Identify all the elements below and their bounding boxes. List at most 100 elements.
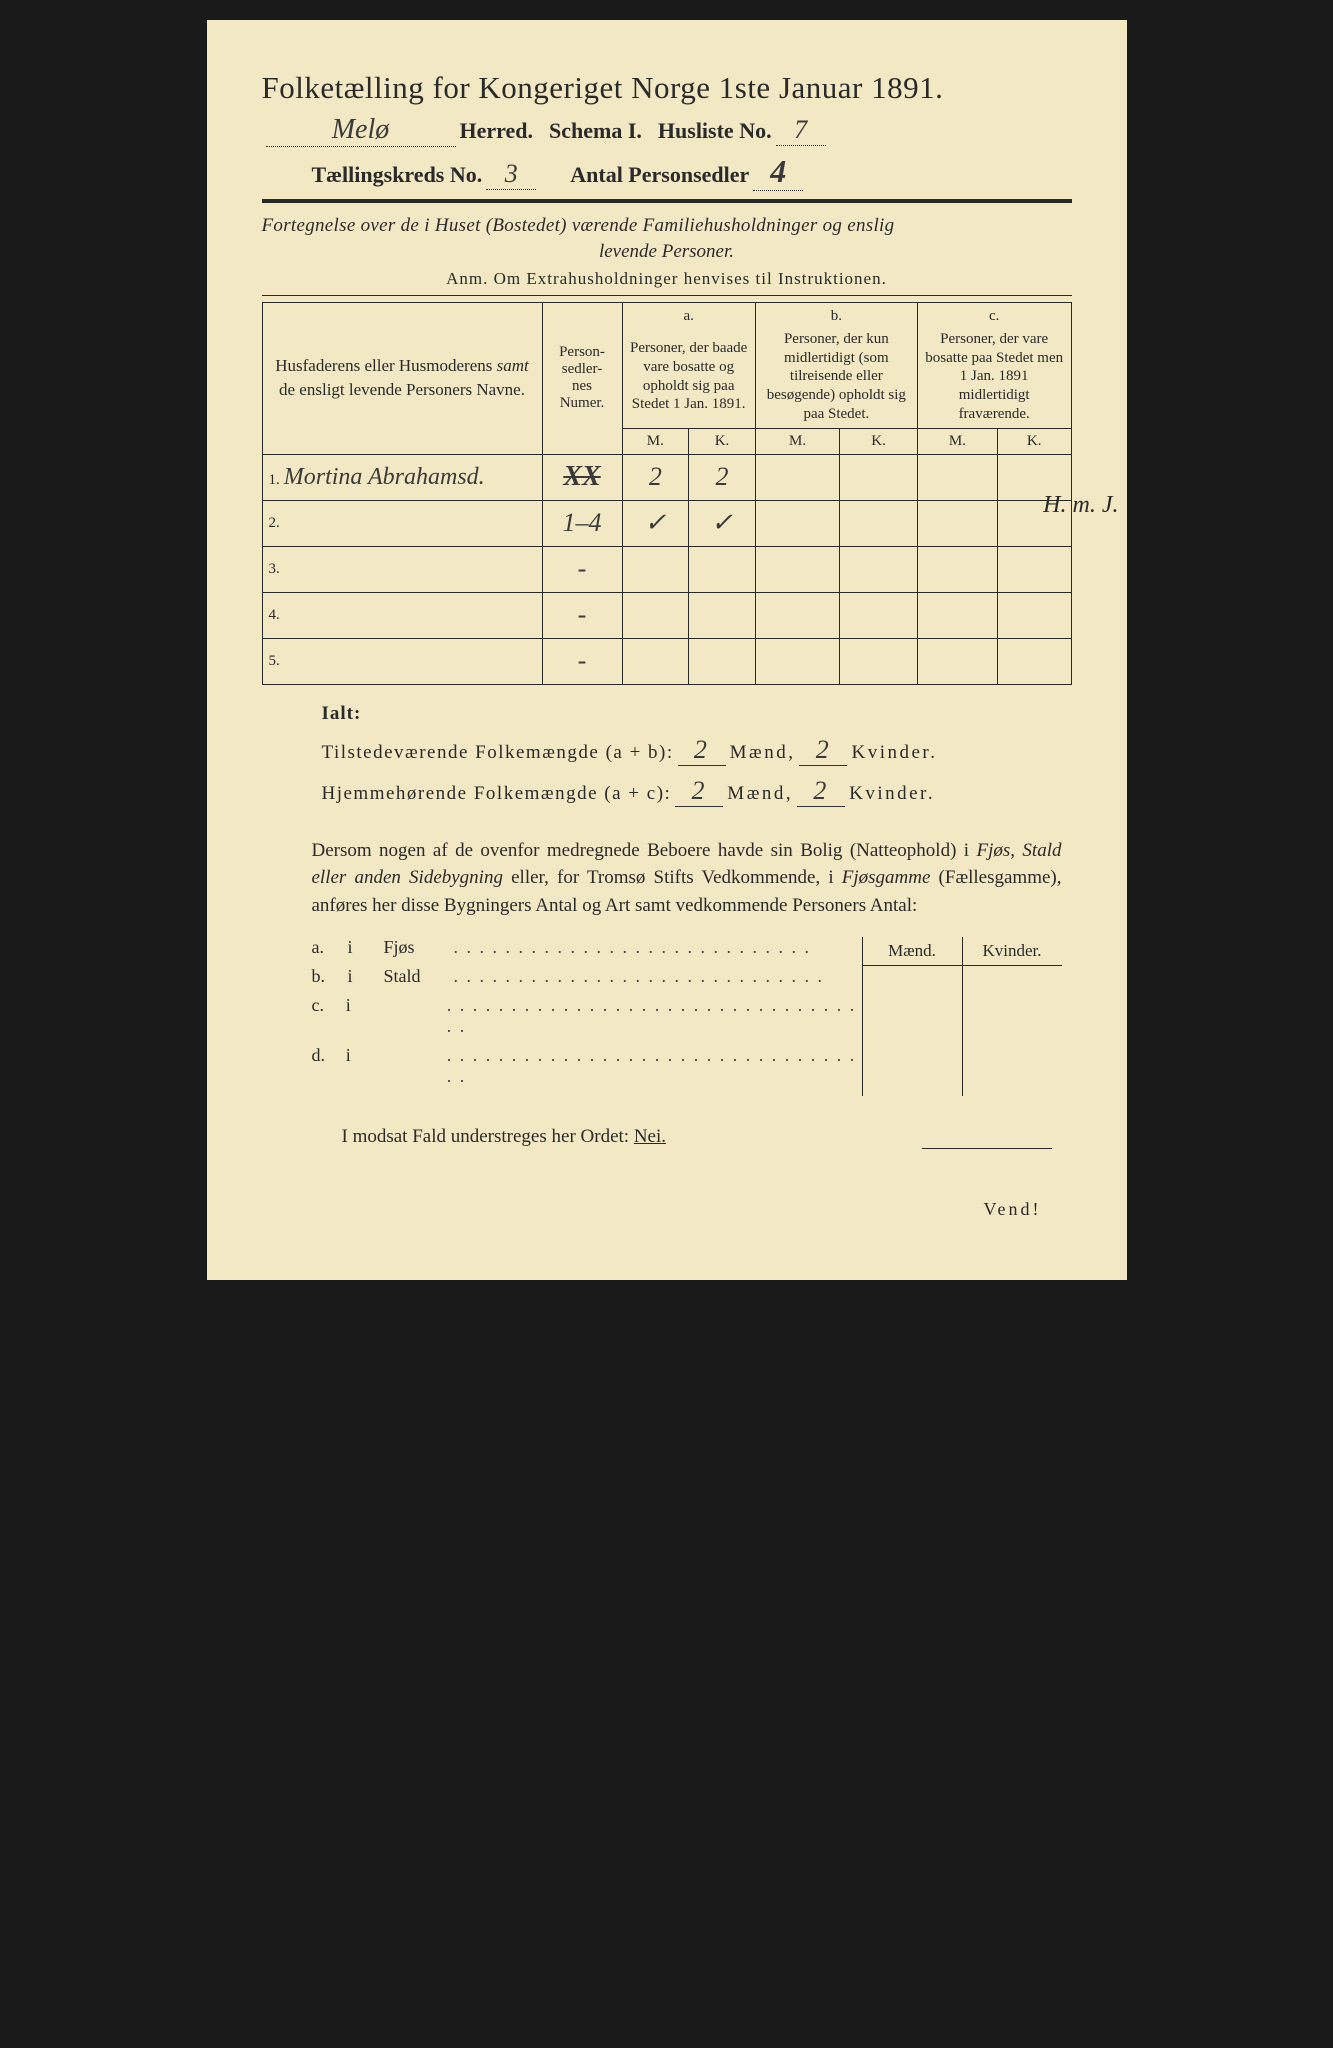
sum1-kvinder: Kvinder. [851, 742, 937, 764]
col-a-text: Personer, der baade vare bosatte og opho… [622, 326, 755, 428]
row-personsedler: - [542, 638, 622, 684]
row-c-m [917, 546, 997, 592]
sum1-maend: Mænd, [730, 742, 796, 764]
row-b-k [840, 592, 918, 638]
table-row: 2.1–4✓✓ [262, 500, 1071, 546]
totals-section: Ialt: Tilstedeværende Folkemængde (a + b… [322, 703, 1072, 807]
row-name: 1.Mortina Abrahamsd. [262, 454, 542, 500]
row-c-m [917, 592, 997, 638]
row-c-m [917, 638, 997, 684]
herred-label: Herred. [460, 118, 534, 144]
household-table: Husfaderens eller Husmoderens samt de en… [262, 302, 1072, 685]
mk-b-k: K. [840, 428, 918, 454]
row-a-m [622, 592, 689, 638]
row-c-k [997, 592, 1071, 638]
table-row: 3.- [262, 546, 1071, 592]
header-row-1: Melø Herred. Schema I. Husliste No. 7 [262, 114, 1072, 147]
col-b-text: Personer, der kun midlertidigt (som tilr… [755, 326, 917, 428]
row-personsedler: - [542, 546, 622, 592]
row-name: 4. [262, 592, 542, 638]
side-building-paragraph: Dersom nogen af de ovenfor medregnede Be… [312, 837, 1062, 920]
side-header-k: Kvinder. [963, 937, 1062, 965]
row-a-k: ✓ [689, 500, 756, 546]
row-name: 2. [262, 500, 542, 546]
subtitle-line2: levende Personer. [262, 241, 1072, 263]
col-c-letter: c. [917, 303, 1071, 326]
row-b-m [755, 454, 840, 500]
sum2-label: Hjemmehørende Folkemængde (a + c): [322, 783, 672, 805]
row-b-m [755, 638, 840, 684]
col-c-text: Personer, der vare bosatte paa Stedet me… [917, 326, 1071, 428]
row-a-k [689, 546, 756, 592]
row-b-k [840, 454, 918, 500]
row-personsedler: 1–4 [542, 500, 622, 546]
row-a-m [622, 546, 689, 592]
mk-c-k: K. [997, 428, 1071, 454]
row-name: 3. [262, 546, 542, 592]
kreds-value: 3 [505, 159, 518, 188]
row-b-m [755, 546, 840, 592]
sum1-m: 2 [694, 735, 710, 764]
sum-line-1: Tilstedeværende Folkemængde (a + b): 2 M… [322, 735, 1072, 766]
antal-label: Antal Personsedler [570, 162, 749, 188]
side-body-k [963, 966, 1062, 1096]
subtitle-line1: Fortegnelse over de i Huset (Bostedet) v… [262, 215, 1072, 237]
row-c-k [997, 638, 1071, 684]
rule-2 [262, 295, 1072, 296]
sum1-k: 2 [816, 735, 832, 764]
husliste-value: 7 [794, 115, 807, 144]
row-personsedler: - [542, 592, 622, 638]
row-b-k [840, 546, 918, 592]
sum2-k: 2 [813, 776, 829, 805]
table-row: 1.Mortina Abrahamsd.XX22 [262, 454, 1071, 500]
row-a-m [622, 638, 689, 684]
row-a-m: 2 [622, 454, 689, 500]
row-b-k [840, 638, 918, 684]
col-names-header: Husfaderens eller Husmoderens samt de en… [262, 303, 542, 455]
row-c-k [997, 546, 1071, 592]
vend-label: Vend! [262, 1199, 1072, 1220]
schema-label: Schema I. [549, 118, 642, 144]
table-row: 4.- [262, 592, 1071, 638]
census-form-page: Folketælling for Kongeriget Norge 1ste J… [207, 20, 1127, 1280]
col-numer-header: Person-sedler-nesNumer. [542, 303, 622, 455]
sum-line-2: Hjemmehørende Folkemængde (a + c): 2 Mæn… [322, 776, 1072, 807]
col-b-letter: b. [755, 303, 917, 326]
sum2-m: 2 [692, 776, 708, 805]
row-b-k [840, 500, 918, 546]
side-right: Mænd. Kvinder. [862, 937, 1062, 1096]
row-c-m [917, 454, 997, 500]
husliste-label: Husliste No. [658, 118, 772, 144]
row-personsedler: XX [542, 454, 622, 500]
kreds-label: Tællingskreds No. [312, 162, 483, 188]
side-row: b.iStald. . . . . . . . . . . . . . . . … [312, 966, 862, 987]
table-header-row-1: Husfaderens eller Husmoderens samt de en… [262, 303, 1071, 326]
row-name: 5. [262, 638, 542, 684]
mk-b-m: M. [755, 428, 840, 454]
row-a-k: 2 [689, 454, 756, 500]
margin-note: H. m. J. [1043, 492, 1118, 519]
row-b-m [755, 500, 840, 546]
mk-a-m: M. [622, 428, 689, 454]
side-header-m: Mænd. [863, 937, 963, 965]
sum2-kvinder: Kvinder. [849, 783, 935, 805]
side-row: d.i. . . . . . . . . . . . . . . . . . .… [312, 1045, 862, 1087]
vend-rule [922, 1148, 1052, 1149]
header-row-2: Tællingskreds No. 3 Antal Personsedler 4 [312, 153, 1072, 191]
row-a-k [689, 592, 756, 638]
antal-value: 4 [770, 153, 786, 189]
row-a-m: ✓ [622, 500, 689, 546]
side-body-m [863, 966, 963, 1096]
nei-line: I modsat Fald understreges her Ordet: Ne… [342, 1126, 1072, 1148]
mk-c-m: M. [917, 428, 997, 454]
rule-1 [262, 199, 1072, 203]
row-a-k [689, 638, 756, 684]
col-a-letter: a. [622, 303, 755, 326]
sum2-maend: Mænd, [727, 783, 793, 805]
side-row: c.i. . . . . . . . . . . . . . . . . . .… [312, 995, 862, 1037]
sum1-label: Tilstedeværende Folkemængde (a + b): [322, 742, 674, 764]
nei-text: I modsat Fald understreges her Ordet: [342, 1126, 630, 1147]
herred-value: Melø [332, 114, 390, 145]
side-left: a.iFjøs. . . . . . . . . . . . . . . . .… [312, 937, 862, 1096]
side-row: a.iFjøs. . . . . . . . . . . . . . . . .… [312, 937, 862, 958]
